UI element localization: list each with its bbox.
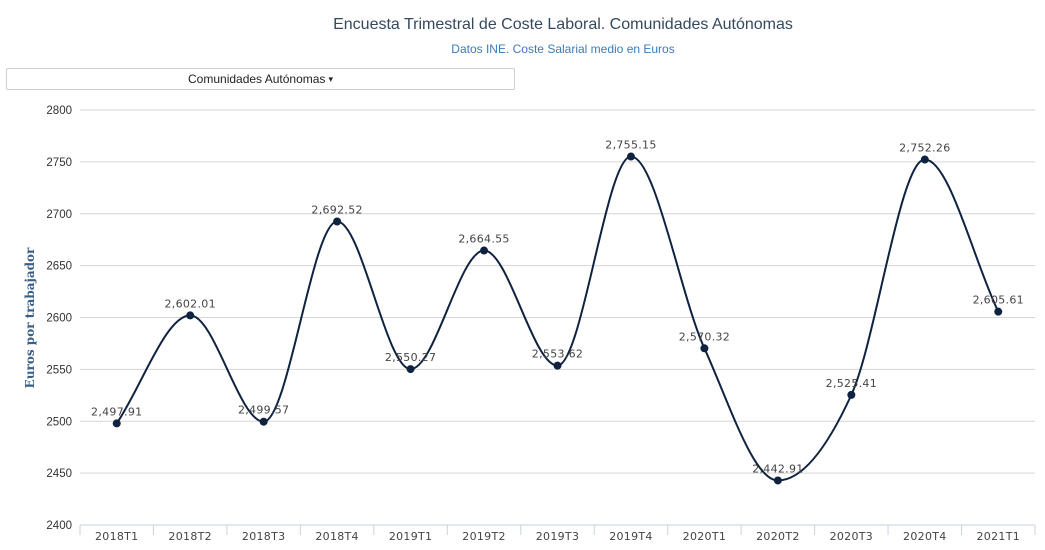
chart-title: Encuesta Trimestral de Coste Laboral. Co… <box>333 16 793 33</box>
x-tick-label: 2020T2 <box>756 530 800 543</box>
data-label: 2,752.26 <box>899 142 950 155</box>
region-selector-dropdown[interactable]: Comunidades Autónomas ▾ <box>6 68 515 90</box>
data-point[interactable] <box>186 311 195 320</box>
data-point[interactable] <box>994 307 1003 316</box>
caret-down-icon: ▾ <box>328 74 333 84</box>
data-label: 2,553.62 <box>532 348 583 361</box>
x-tick-label: 2018T4 <box>315 530 359 543</box>
x-tick-label: 2019T2 <box>462 530 506 543</box>
x-tick-label: 2018T1 <box>95 530 139 543</box>
data-label: 2,602.01 <box>164 297 215 310</box>
data-label: 2,755.15 <box>605 139 656 152</box>
y-tick-label: 2400 <box>46 520 72 532</box>
y-tick-label: 2600 <box>46 313 72 325</box>
x-tick-label: 2020T1 <box>683 530 727 543</box>
data-points <box>112 152 1003 485</box>
data-label: 2,550.27 <box>385 351 436 364</box>
data-point[interactable] <box>626 152 635 161</box>
data-point[interactable] <box>480 246 489 255</box>
y-tick-label: 2650 <box>46 261 72 273</box>
x-tick-label: 2019T3 <box>536 530 580 543</box>
y-tick-label: 2500 <box>46 416 72 428</box>
y-axis-label: Euros por trabajador <box>23 247 37 388</box>
region-selector-label: Comunidades Autónomas <box>188 72 326 86</box>
data-point[interactable] <box>553 361 562 370</box>
data-label: 2,442.91 <box>752 462 803 475</box>
x-tick-label: 2020T4 <box>903 530 947 543</box>
x-tick-label: 2020T3 <box>830 530 874 543</box>
data-label: 2,664.55 <box>458 233 509 246</box>
data-point[interactable] <box>333 217 342 226</box>
data-label: 2,499.57 <box>238 404 289 417</box>
y-axis: 2400 2450 2500 2550 2600 2650 2700 2750 2800 <box>46 105 72 532</box>
x-tick-label: 2018T2 <box>168 530 212 543</box>
x-tick-label: 2018T3 <box>242 530 286 543</box>
data-point[interactable] <box>773 476 782 485</box>
data-label: 2,605.61 <box>973 294 1024 307</box>
series-line <box>115 155 1000 482</box>
y-tick-label: 2750 <box>46 157 72 169</box>
data-label: 2,525.41 <box>826 377 877 390</box>
x-tick-label: 2019T1 <box>389 530 433 543</box>
gridlines <box>80 109 1035 526</box>
x-tick-label: 2019T4 <box>609 530 653 543</box>
data-label: 2,497.91 <box>91 405 142 418</box>
data-point[interactable] <box>259 417 268 426</box>
y-tick-label: 2700 <box>46 209 72 221</box>
y-tick-label: 2800 <box>46 105 72 117</box>
data-point[interactable] <box>406 365 415 374</box>
data-point[interactable] <box>112 419 121 428</box>
data-point[interactable] <box>847 390 856 399</box>
x-axis: 2018T1 2018T2 2018T3 2018T4 2019T1 2019T2 2019… <box>79 524 1036 543</box>
data-point[interactable] <box>700 344 709 353</box>
data-point[interactable] <box>920 155 929 164</box>
chart-subtitle: Datos INE. Coste Salarial medio en Euros <box>451 42 675 56</box>
x-tick-label: 2021T1 <box>977 530 1021 543</box>
data-label: 2,570.32 <box>679 330 730 343</box>
data-labels: 2,497.91 2,602.01 2,499.57 2,692.52 2,550.27… <box>91 139 1024 476</box>
y-tick-label: 2550 <box>46 364 72 376</box>
y-tick-label: 2450 <box>46 468 72 480</box>
data-label: 2,692.52 <box>311 204 362 217</box>
